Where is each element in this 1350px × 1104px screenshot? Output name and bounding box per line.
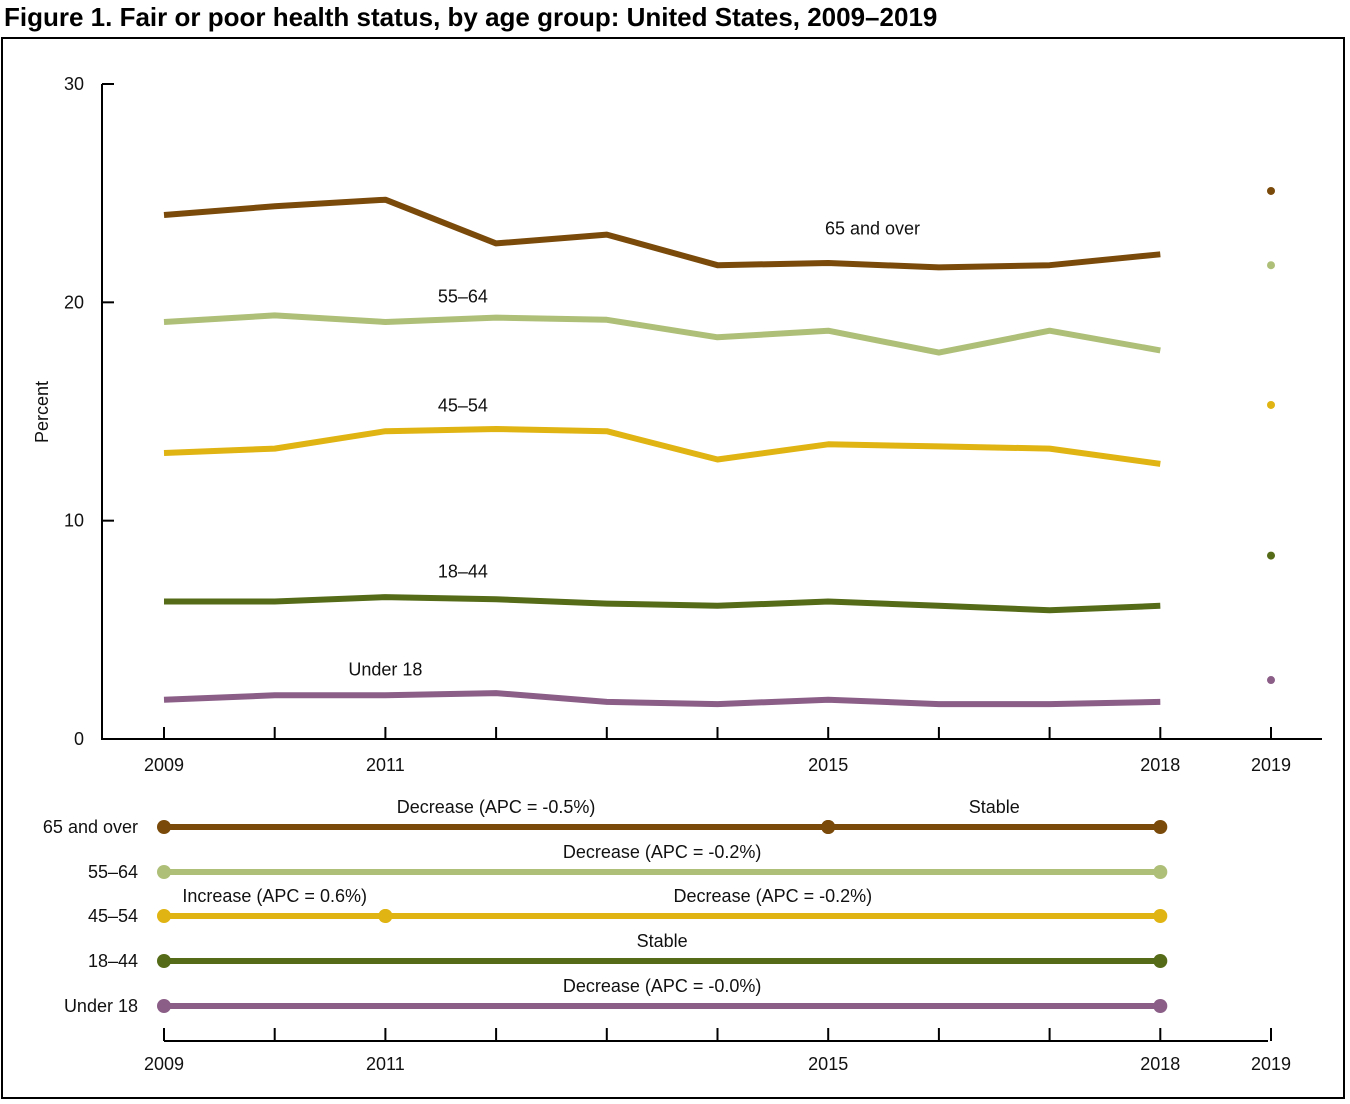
x-tick-label: 2011 bbox=[366, 755, 405, 775]
trend-endpoint bbox=[157, 999, 171, 1013]
trend-label: Stable bbox=[969, 797, 1020, 817]
figure-frame bbox=[1, 37, 1345, 1099]
point-2019 bbox=[1267, 261, 1275, 270]
trend-endpoint bbox=[1153, 954, 1168, 968]
trend-endpoint bbox=[1153, 820, 1168, 834]
trend-x-tick-label: 2009 bbox=[144, 1054, 184, 1074]
series-label: Under 18 bbox=[348, 660, 422, 680]
trend-row-label: 65 and over bbox=[43, 817, 138, 837]
series-line bbox=[163, 312, 1161, 356]
point-2019 bbox=[1267, 186, 1275, 195]
series-line bbox=[163, 690, 1161, 708]
trend-x-tick-label: 2018 bbox=[1140, 1054, 1180, 1074]
trend-label: Stable bbox=[637, 931, 688, 951]
trend-row-label: Under 18 bbox=[64, 996, 138, 1016]
trend-endpoint bbox=[1153, 909, 1168, 923]
trend-endpoint bbox=[1153, 999, 1168, 1013]
trend-label: Decrease (APC = -0.2%) bbox=[563, 842, 762, 862]
trend-endpoint bbox=[157, 909, 171, 923]
trend-endpoint bbox=[378, 909, 393, 923]
trend-endpoint bbox=[157, 954, 171, 968]
trend-label: Increase (APC = 0.6%) bbox=[182, 886, 367, 906]
series-lines bbox=[163, 186, 1275, 708]
trend-endpoint bbox=[821, 820, 836, 834]
trend-row-label: 18–44 bbox=[88, 951, 138, 971]
trend-panel: 65 and over Decrease (APC = -0.5%) Stable 5… bbox=[43, 797, 1291, 1074]
series-line bbox=[163, 426, 1161, 467]
trend-row-label: 55–64 bbox=[88, 862, 138, 882]
y-tick-label: 30 bbox=[64, 74, 84, 94]
point-2019 bbox=[1267, 400, 1275, 409]
series-label: 45–54 bbox=[438, 396, 488, 416]
trend-x-tick-label: 2011 bbox=[366, 1054, 405, 1074]
trend-label: Decrease (APC = -0.0%) bbox=[563, 976, 762, 996]
series-label: 18–44 bbox=[438, 561, 488, 581]
trend-label: Decrease (APC = -0.2%) bbox=[674, 886, 873, 906]
trend-label: Decrease (APC = -0.5%) bbox=[397, 797, 596, 817]
x-tick-label: 2018 bbox=[1140, 755, 1180, 775]
series-label: 65 and over bbox=[825, 219, 920, 239]
x-tick-label: 2009 bbox=[144, 755, 184, 775]
y-tick-label: 10 bbox=[64, 511, 84, 531]
trend-row-label: 45–54 bbox=[88, 906, 138, 926]
series-line bbox=[163, 196, 1161, 271]
series-line bbox=[164, 594, 1161, 614]
point-2019 bbox=[1267, 676, 1275, 685]
x-tick-label: 2019 bbox=[1251, 755, 1291, 775]
trend-x-tick-label: 2015 bbox=[808, 1054, 848, 1074]
y-tick-label: 0 bbox=[74, 729, 84, 749]
trend-endpoint bbox=[157, 865, 171, 879]
trend-endpoint bbox=[1153, 865, 1168, 879]
point-2019 bbox=[1267, 551, 1275, 560]
chart-axes: 0 10 20 30 Percent 2009 2011 2015 2018 2019 bbox=[32, 74, 1322, 775]
y-axis-label: Percent bbox=[32, 381, 52, 443]
series-label: 55–64 bbox=[438, 286, 488, 306]
trend-endpoint bbox=[157, 820, 171, 834]
series-labels: 65 and over 55–64 45–54 18–44 Under 18 bbox=[348, 219, 920, 680]
chart-title: Figure 1. Fair or poor health status, by… bbox=[4, 2, 938, 32]
y-tick-label: 20 bbox=[64, 292, 84, 312]
x-tick-label: 2015 bbox=[808, 755, 848, 775]
trend-x-tick-label: 2019 bbox=[1251, 1054, 1291, 1074]
